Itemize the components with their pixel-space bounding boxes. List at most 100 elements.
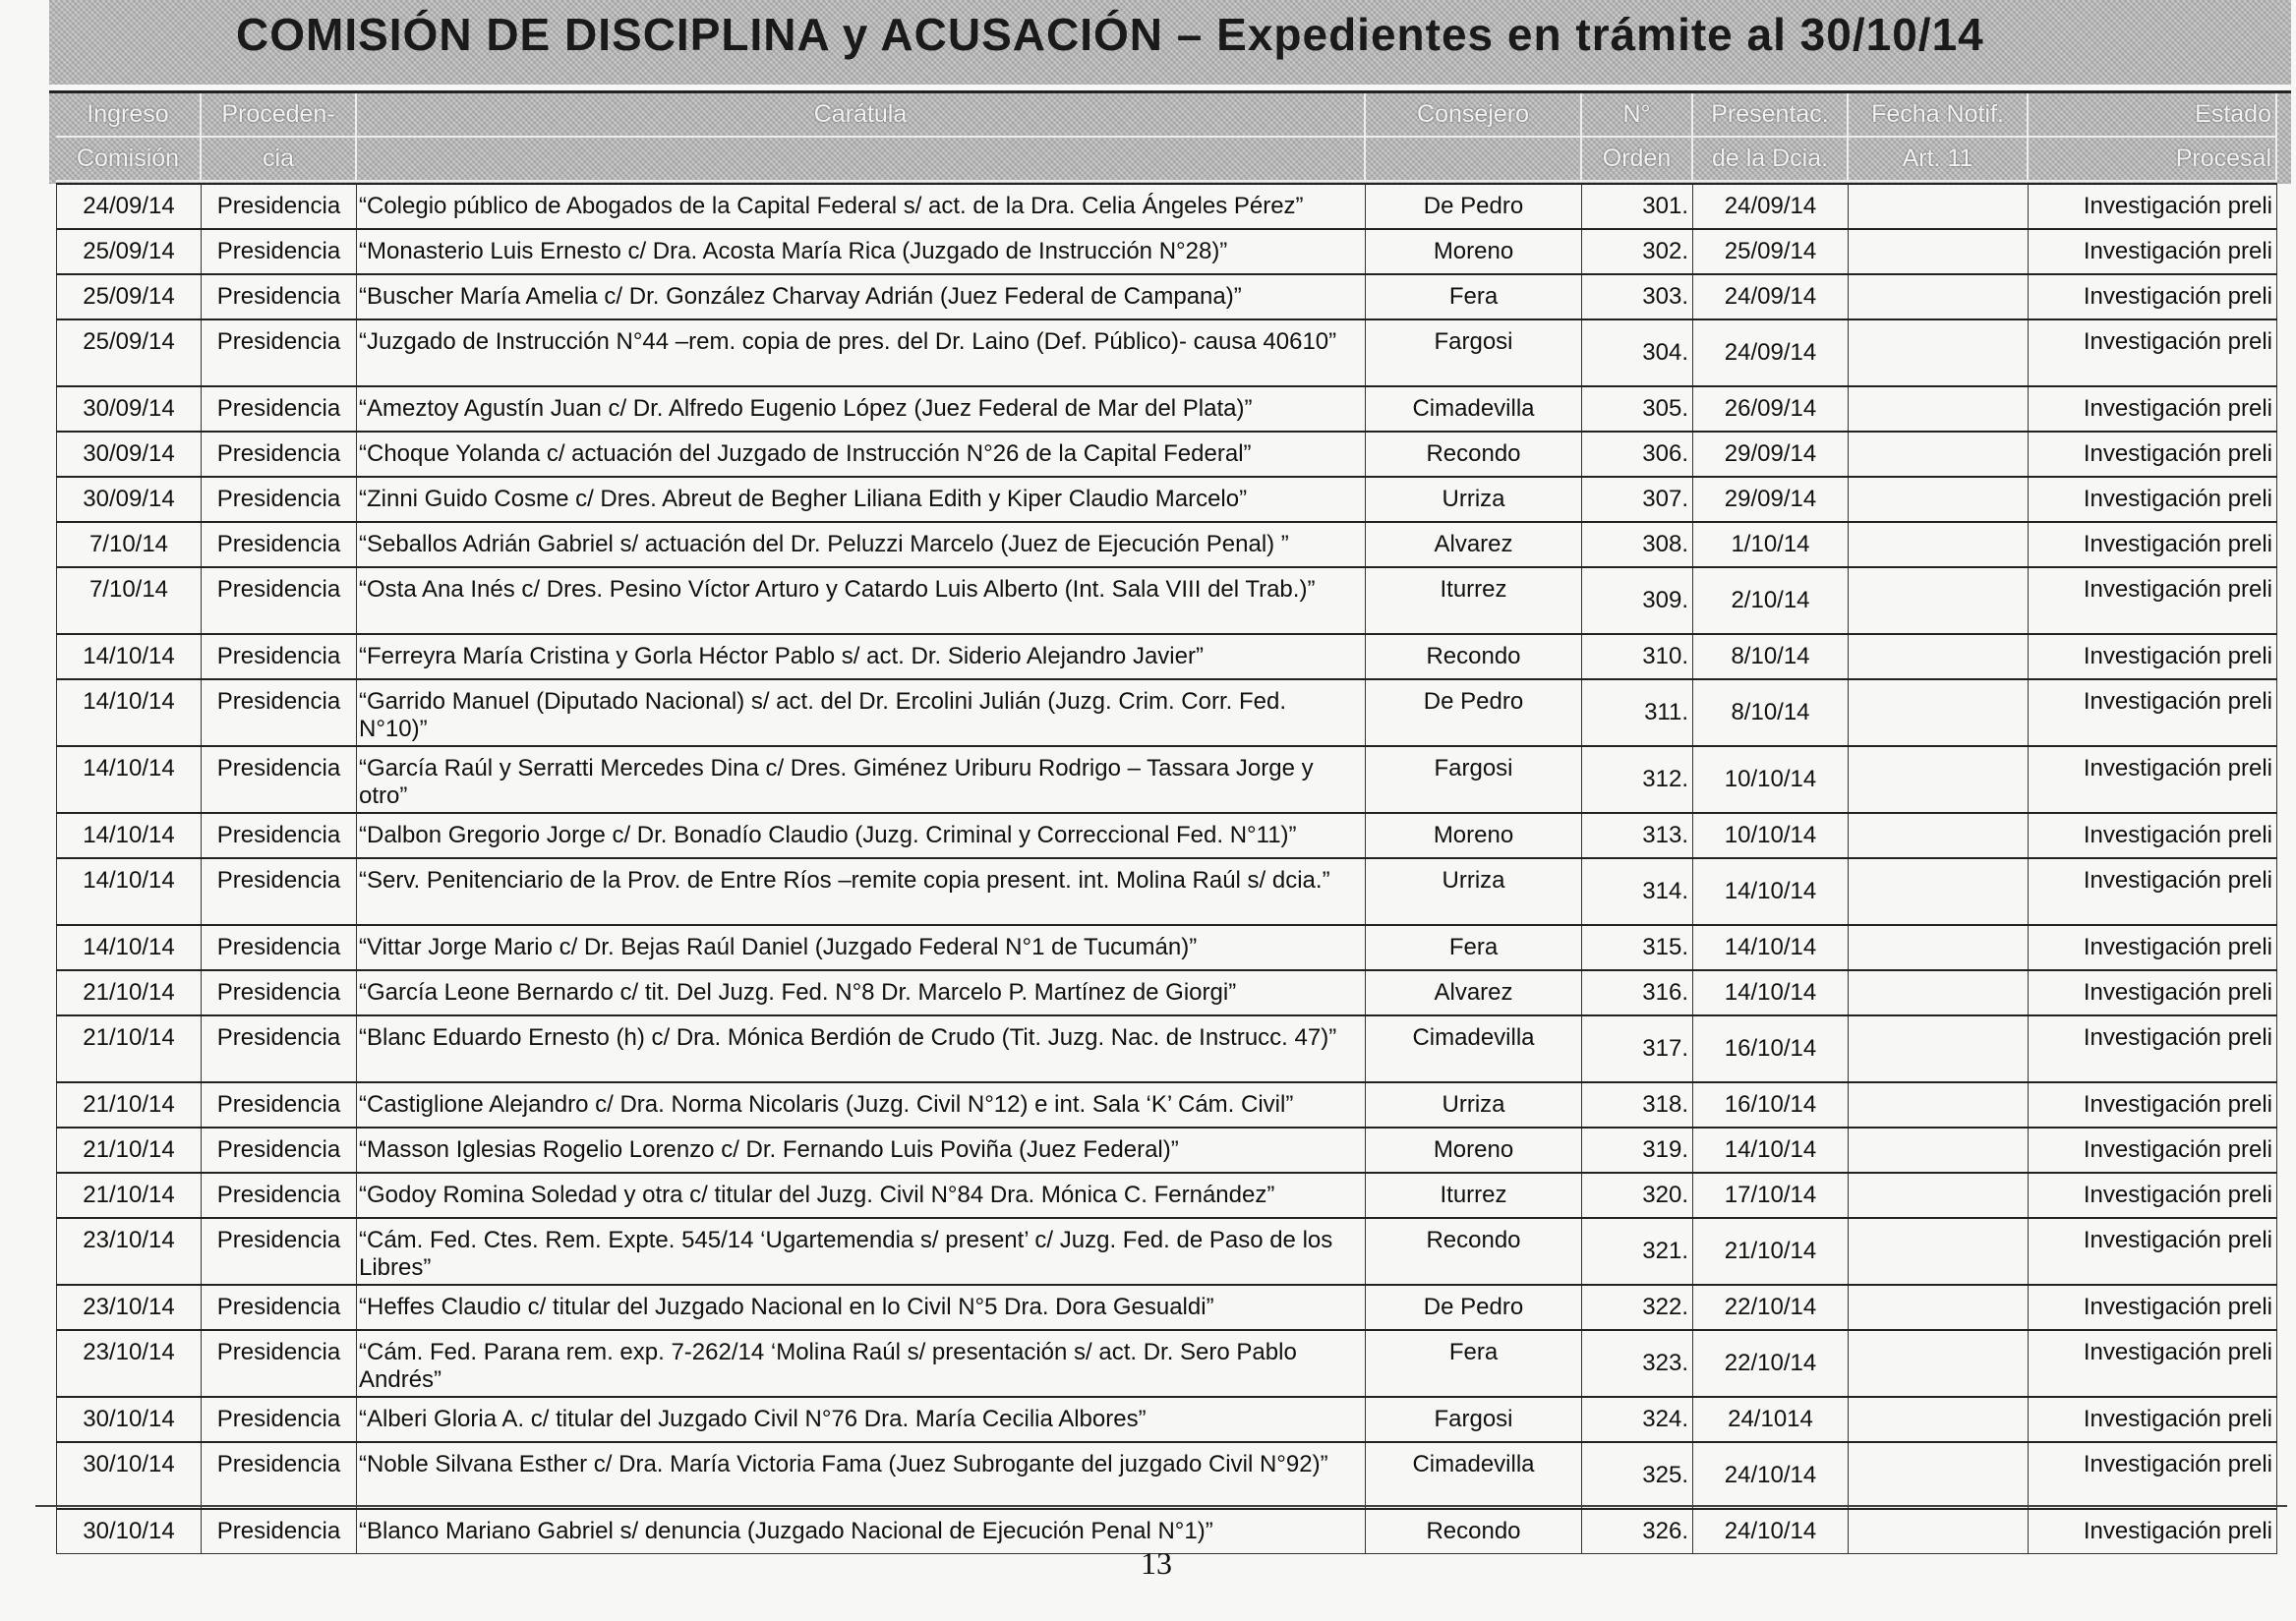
cell-notif xyxy=(1848,1172,2029,1219)
cell-estado: Investigación preli xyxy=(2028,1396,2277,1443)
cell-consejero: Fargosi xyxy=(1365,318,1582,387)
header-presentacion: de la Dcia. xyxy=(1692,137,1849,182)
cell-estado: Investigación preli xyxy=(2028,318,2277,387)
table-row: 30/10/14 Presidencia “Blanco Mariano Gabri… xyxy=(56,1508,2277,1554)
cell-presentac: 24/10/14 xyxy=(1692,1508,1849,1554)
cell-presentac: 14/10/14 xyxy=(1692,924,1849,971)
cell-estado: Investigación preli xyxy=(2028,431,2277,478)
cell-consejero: Recondo xyxy=(1365,431,1582,478)
cell-estado: Investigación preli xyxy=(2028,678,2277,747)
cell-caratula: “Colegio público de Abogados de la Capit… xyxy=(356,183,1366,230)
cell-notif xyxy=(1848,521,2029,568)
cell-notif xyxy=(1848,1329,2029,1398)
cell-ingreso: 30/09/14 xyxy=(56,476,202,523)
cell-notif xyxy=(1848,318,2029,387)
cell-ingreso: 14/10/14 xyxy=(56,678,202,747)
cell-procedencia: Presidencia xyxy=(201,812,357,859)
cell-estado: Investigación preli xyxy=(2028,228,2277,275)
cell-caratula: “Noble Silvana Esther c/ Dra. María Vict… xyxy=(356,1441,1366,1510)
cell-orden: 314. xyxy=(1581,857,1693,926)
cell-estado: Investigación preli xyxy=(2028,1014,2277,1083)
cell-estado: Investigación preli xyxy=(2028,566,2277,635)
cell-orden: 324. xyxy=(1581,1396,1693,1443)
cell-consejero: Fera xyxy=(1365,924,1582,971)
cell-notif xyxy=(1848,1014,2029,1083)
cell-presentac: 24/1014 xyxy=(1692,1396,1849,1443)
cell-notif xyxy=(1848,678,2029,747)
cell-estado: Investigación preli xyxy=(2028,521,2277,568)
cell-orden: 304. xyxy=(1581,318,1693,387)
table-row: 21/10/14 Presidencia “Castiglione Alejandr… xyxy=(56,1081,2277,1129)
title-band xyxy=(49,0,2291,85)
cell-consejero: Urriza xyxy=(1365,476,1582,523)
header-caratula: Carátula xyxy=(356,93,1366,138)
cell-consejero: Fera xyxy=(1365,1329,1582,1398)
cell-estado: Investigación preli xyxy=(2028,183,2277,230)
cell-procedencia: Presidencia xyxy=(201,183,357,230)
cell-orden: 322. xyxy=(1581,1284,1693,1331)
table-row: 30/09/14 Presidencia “Ameztoy Agustín Juan… xyxy=(56,385,2277,433)
page-number: 13 xyxy=(1141,1545,1172,1581)
cell-ingreso: 30/10/14 xyxy=(56,1396,202,1443)
cell-caratula: “Seballos Adrián Gabriel s/ actuación de… xyxy=(356,521,1366,568)
cell-presentac: 24/09/14 xyxy=(1692,183,1849,230)
cell-procedencia: Presidencia xyxy=(201,566,357,635)
cell-notif xyxy=(1848,1217,2029,1286)
cell-notif xyxy=(1848,633,2029,680)
cell-ingreso: 30/09/14 xyxy=(56,431,202,478)
cell-orden: 323. xyxy=(1581,1329,1693,1398)
cell-estado: Investigación preli xyxy=(2028,1217,2277,1286)
header-presentacion: Presentac. xyxy=(1692,93,1849,138)
cell-presentac: 16/10/14 xyxy=(1692,1014,1849,1083)
cell-caratula: “Blanc Eduardo Ernesto (h) c/ Dra. Mónic… xyxy=(356,1014,1366,1083)
cell-consejero: Moreno xyxy=(1365,228,1582,275)
cell-estado: Investigación preli xyxy=(2028,812,2277,859)
cell-orden: 312. xyxy=(1581,745,1693,814)
cell-ingreso: 21/10/14 xyxy=(56,1127,202,1174)
cell-ingreso: 21/10/14 xyxy=(56,1014,202,1083)
cell-estado: Investigación preli xyxy=(2028,924,2277,971)
cell-procedencia: Presidencia xyxy=(201,1284,357,1331)
header-fecha-notif: Art. 11 xyxy=(1848,137,2029,182)
cell-estado: Investigación preli xyxy=(2028,1284,2277,1331)
cell-ingreso: 14/10/14 xyxy=(56,924,202,971)
cell-presentac: 10/10/14 xyxy=(1692,745,1849,814)
cell-presentac: 14/10/14 xyxy=(1692,969,1849,1016)
cell-caratula: “Cám. Fed. Parana rem. exp. 7-262/14 ‘Mo… xyxy=(356,1329,1366,1398)
cell-caratula: “Masson Iglesias Rogelio Lorenzo c/ Dr. … xyxy=(356,1127,1366,1174)
cell-ingreso: 23/10/14 xyxy=(56,1284,202,1331)
table-row: 21/10/14 Presidencia “Godoy Romina Soledad… xyxy=(56,1172,2277,1219)
cell-consejero: Cimadevilla xyxy=(1365,1441,1582,1510)
cell-procedencia: Presidencia xyxy=(201,1172,357,1219)
cell-consejero: Alvarez xyxy=(1365,521,1582,568)
cell-notif xyxy=(1848,1081,2029,1129)
cell-estado: Investigación preli xyxy=(2028,745,2277,814)
cell-notif xyxy=(1848,385,2029,433)
cell-ingreso: 21/10/14 xyxy=(56,1172,202,1219)
cell-orden: 318. xyxy=(1581,1081,1693,1129)
cell-consejero: Iturrez xyxy=(1365,1172,1582,1219)
cell-consejero: Urriza xyxy=(1365,857,1582,926)
cell-presentac: 25/09/14 xyxy=(1692,228,1849,275)
cell-estado: Investigación preli xyxy=(2028,1172,2277,1219)
cell-ingreso: 21/10/14 xyxy=(56,1081,202,1129)
cell-presentac: 8/10/14 xyxy=(1692,633,1849,680)
table-row: 21/10/14 Presidencia “Blanc Eduardo Ernest… xyxy=(56,1014,2277,1083)
cell-estado: Investigación preli xyxy=(2028,1508,2277,1554)
cell-caratula: “Alberi Gloria A. c/ titular del Juzgado… xyxy=(356,1396,1366,1443)
cell-ingreso: 30/09/14 xyxy=(56,385,202,433)
cell-orden: 308. xyxy=(1581,521,1693,568)
cell-presentac: 22/10/14 xyxy=(1692,1284,1849,1331)
cell-notif xyxy=(1848,273,2029,320)
cell-ingreso: 21/10/14 xyxy=(56,969,202,1016)
cell-caratula: “Heffes Claudio c/ titular del Juzgado N… xyxy=(356,1284,1366,1331)
cell-caratula: “García Leone Bernardo c/ tit. Del Juzg.… xyxy=(356,969,1366,1016)
header-consejero xyxy=(1365,137,1582,182)
table-row: 21/10/14 Presidencia “Masson Iglesias Roge… xyxy=(56,1127,2277,1174)
cell-consejero: Alvarez xyxy=(1365,969,1582,1016)
cell-presentac: 1/10/14 xyxy=(1692,521,1849,568)
table-header: Ingreso Proceden- Carátula Consejero N° Prese… xyxy=(56,93,2277,182)
cell-notif xyxy=(1848,745,2029,814)
table-row: 23/10/14 Presidencia “Cám. Fed. Ctes. Rem.… xyxy=(56,1217,2277,1286)
cell-ingreso: 14/10/14 xyxy=(56,633,202,680)
